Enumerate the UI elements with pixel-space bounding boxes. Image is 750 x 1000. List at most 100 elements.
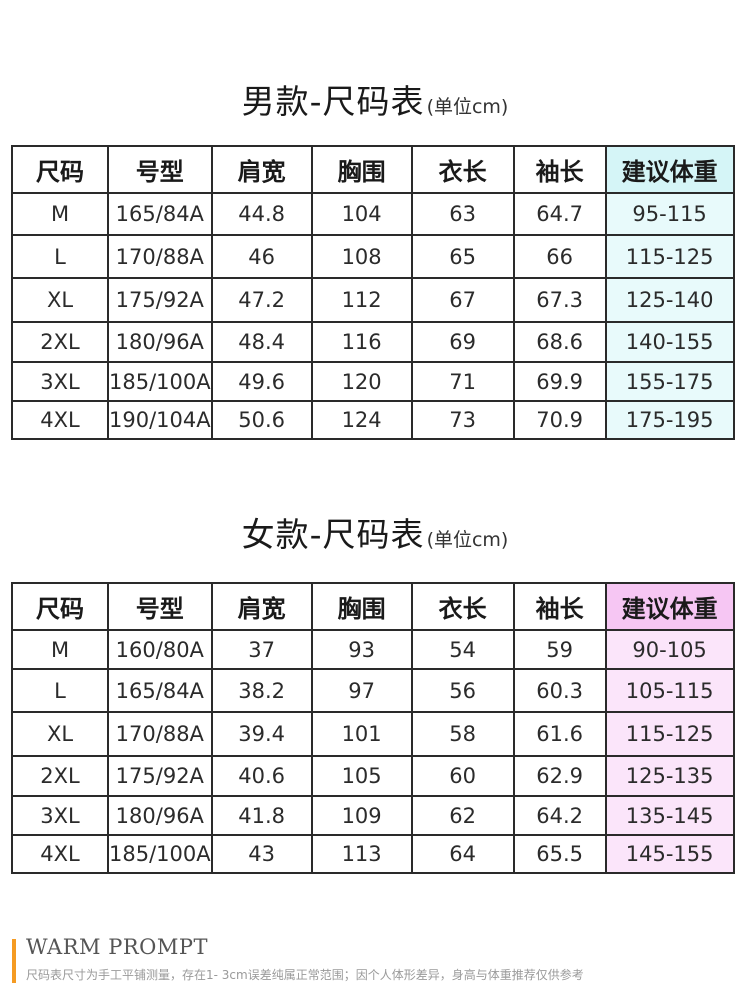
women-unit-label: (单位cm): [426, 529, 509, 551]
men-title-text: 男款-尺码表: [241, 82, 425, 121]
table-cell: 165/84A: [107, 192, 213, 236]
table-cell: 60: [410, 755, 515, 797]
table-row: 3XL 185/100A 49.6 120 71 69.9 155-175: [11, 361, 735, 402]
table-cell: 105: [310, 755, 413, 797]
men-size-chart-title: 男款-尺码表 (单位cm): [0, 75, 750, 123]
table-row: M 165/84A 44.8 104 63 64.7 95-115: [11, 192, 735, 236]
table-cell: 63: [410, 192, 515, 236]
table-cell: 59: [512, 629, 607, 670]
table-cell: 69: [410, 321, 515, 363]
table-cell: 112: [310, 277, 413, 323]
women-header-row: 尺码 号型 肩宽 胸围 衣长 袖长 建议体重: [11, 582, 735, 631]
header-cell: 建议体重: [604, 145, 735, 194]
table-cell: 73: [410, 400, 515, 440]
table-cell: 170/88A: [107, 234, 213, 279]
table-cell: 160/80A: [107, 629, 213, 670]
table-cell: 48.4: [210, 321, 313, 363]
table-row: 2XL 180/96A 48.4 116 69 68.6 140-155: [11, 321, 735, 363]
table-cell: 95-115: [604, 192, 735, 236]
table-cell: M: [11, 192, 109, 236]
table-cell: 2XL: [11, 321, 109, 363]
measurement-note: 尺码表尺寸为手工平铺测量，存在1- 3cm误差纯属正常范围；因个人体形差异，身高…: [26, 968, 584, 982]
table-cell: 62: [410, 795, 515, 836]
table-row: L 165/84A 38.2 97 56 60.3 105-115: [11, 668, 735, 713]
table-cell: 49.6: [210, 361, 313, 402]
header-cell: 肩宽: [210, 145, 313, 194]
men-table-body: M 165/84A 44.8 104 63 64.7 95-115 L 170/88A 46 108…: [11, 192, 735, 440]
men-size-table: 尺码 号型 肩宽 胸围 衣长 袖长 建议体重 M 165/84A 44.8 104 63 64.7 95…: [11, 145, 735, 440]
table-cell: 39.4: [210, 711, 313, 757]
table-cell: 101: [310, 711, 413, 757]
table-cell: 175/92A: [107, 277, 213, 323]
table-row: 4XL 190/104A 50.6 124 73 70.9 175-195: [11, 400, 735, 440]
table-cell: 4XL: [11, 400, 109, 440]
table-cell: 109: [310, 795, 413, 836]
table-cell: 97: [310, 668, 413, 713]
table-cell: 125-135: [604, 755, 735, 797]
table-cell: 67: [410, 277, 515, 323]
table-cell: 125-140: [604, 277, 735, 323]
header-cell: 尺码: [11, 145, 109, 194]
table-cell: 115-125: [604, 234, 735, 279]
table-cell: 64: [410, 834, 515, 874]
table-cell: 64.7: [512, 192, 607, 236]
women-size-chart-title: 女款-尺码表 (单位cm): [0, 508, 750, 556]
table-cell: 40.6: [210, 755, 313, 797]
table-cell: 38.2: [210, 668, 313, 713]
accent-bar: [12, 939, 16, 983]
table-row: 4XL 185/100A 43 113 64 65.5 145-155: [11, 834, 735, 874]
men-header-row: 尺码 号型 肩宽 胸围 衣长 袖长 建议体重: [11, 145, 735, 194]
header-cell: 肩宽: [210, 582, 313, 631]
women-size-table: 尺码 号型 肩宽 胸围 衣长 袖长 建议体重 M 160/80A 37 93 54 59 90-105 L…: [11, 582, 735, 874]
header-cell: 胸围: [310, 145, 413, 194]
table-cell: 44.8: [210, 192, 313, 236]
table-cell: 60.3: [512, 668, 607, 713]
table-cell: 68.6: [512, 321, 607, 363]
table-cell: 4XL: [11, 834, 109, 874]
table-cell: L: [11, 668, 109, 713]
women-table-body: M 160/80A 37 93 54 59 90-105 L 165/84A 38.2 97 56 60…: [11, 629, 735, 874]
table-cell: 145-155: [604, 834, 735, 874]
table-cell: 104: [310, 192, 413, 236]
header-cell: 衣长: [410, 582, 515, 631]
table-cell: 113: [310, 834, 413, 874]
header-cell: 号型: [107, 145, 213, 194]
table-cell: XL: [11, 711, 109, 757]
table-cell: 140-155: [604, 321, 735, 363]
table-cell: 47.2: [210, 277, 313, 323]
table-cell: 56: [410, 668, 515, 713]
table-cell: 41.8: [210, 795, 313, 836]
women-title-text: 女款-尺码表: [241, 515, 425, 554]
warm-prompt-heading: WARM PROMPT: [26, 935, 208, 959]
table-cell: 165/84A: [107, 668, 213, 713]
table-cell: L: [11, 234, 109, 279]
table-cell: 43: [210, 834, 313, 874]
table-cell: 50.6: [210, 400, 313, 440]
table-cell: 155-175: [604, 361, 735, 402]
table-cell: 70.9: [512, 400, 607, 440]
table-row: 2XL 175/92A 40.6 105 60 62.9 125-135: [11, 755, 735, 797]
table-cell: 175/92A: [107, 755, 213, 797]
header-cell: 袖长: [512, 582, 607, 631]
table-cell: 124: [310, 400, 413, 440]
header-cell: 袖长: [512, 145, 607, 194]
header-cell: 衣长: [410, 145, 515, 194]
header-cell: 号型: [107, 582, 213, 631]
table-cell: 65: [410, 234, 515, 279]
table-cell: 108: [310, 234, 413, 279]
table-cell: 175-195: [604, 400, 735, 440]
table-cell: 180/96A: [107, 795, 213, 836]
table-cell: 105-115: [604, 668, 735, 713]
table-cell: XL: [11, 277, 109, 323]
table-cell: 180/96A: [107, 321, 213, 363]
table-cell: 190/104A: [107, 400, 213, 440]
table-cell: 61.6: [512, 711, 607, 757]
table-cell: M: [11, 629, 109, 670]
table-cell: 66: [512, 234, 607, 279]
table-cell: 3XL: [11, 361, 109, 402]
table-cell: 90-105: [604, 629, 735, 670]
table-cell: 185/100A: [107, 834, 213, 874]
header-cell: 胸围: [310, 582, 413, 631]
header-cell: 建议体重: [604, 582, 735, 631]
table-cell: 116: [310, 321, 413, 363]
